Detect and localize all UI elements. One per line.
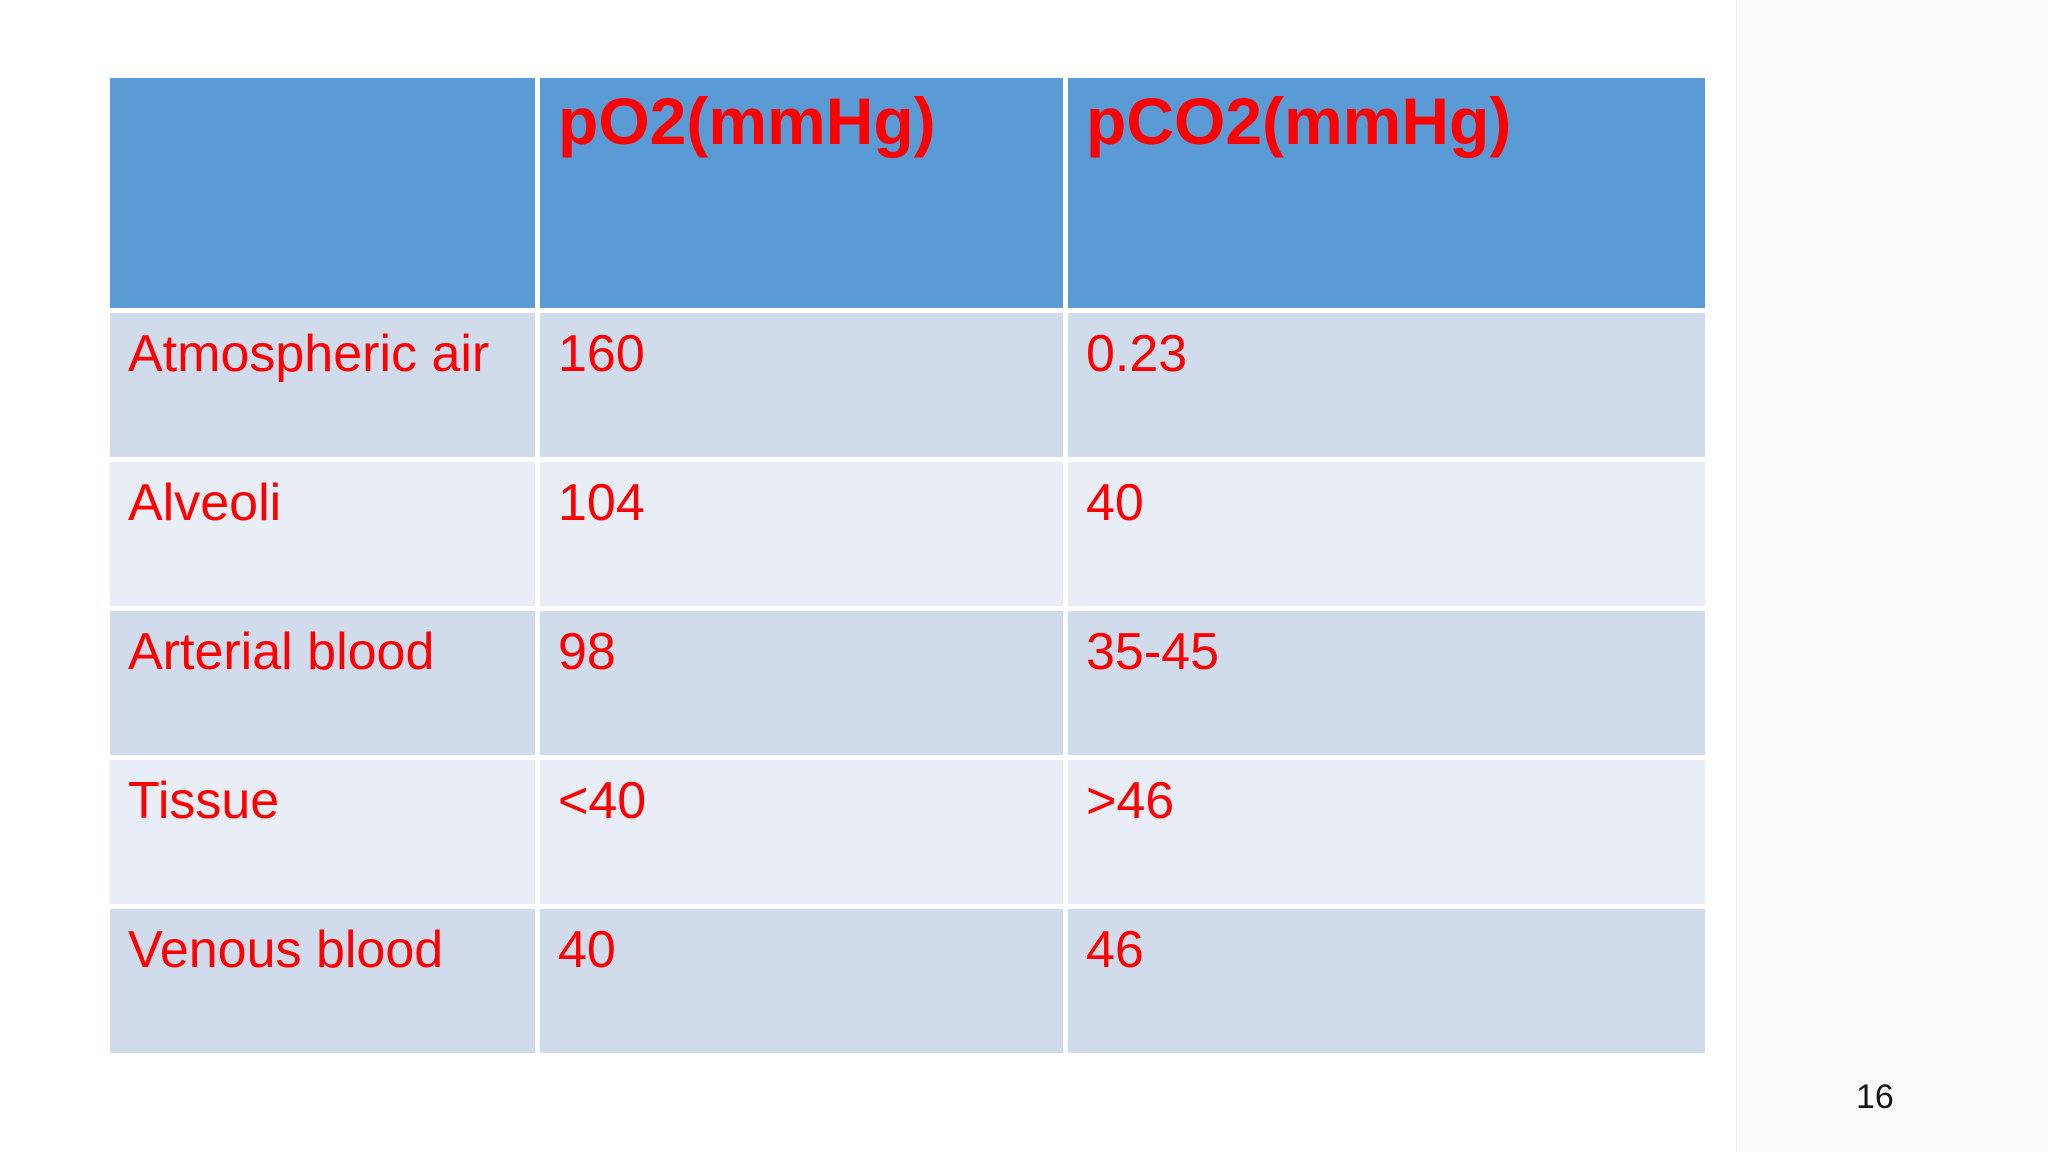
table-header-empty [110, 78, 535, 308]
cell-arterial-blood-po2: 98 [540, 611, 1063, 755]
cell-atmospheric-air-po2: 160 [540, 313, 1063, 457]
gas-partial-pressure-table: pO2(mmHg) pCO2(mmHg) Atmospheric air 160… [110, 78, 1705, 1053]
slide-number: 16 [1856, 1078, 1894, 1116]
cell-venous-blood-pco2: 46 [1068, 909, 1705, 1053]
cell-alveoli-po2: 104 [540, 462, 1063, 606]
row-label-atmospheric-air: Atmospheric air [110, 313, 535, 457]
cell-alveoli-pco2: 40 [1068, 462, 1705, 606]
row-label-tissue: Tissue [110, 760, 535, 904]
row-label-venous-blood: Venous blood [110, 909, 535, 1053]
cell-tissue-po2: <40 [540, 760, 1063, 904]
cell-venous-blood-po2: 40 [540, 909, 1063, 1053]
row-label-alveoli: Alveoli [110, 462, 535, 606]
cell-arterial-blood-pco2: 35-45 [1068, 611, 1705, 755]
table-header-po2: pO2(mmHg) [540, 78, 1063, 308]
cell-atmospheric-air-pco2: 0.23 [1068, 313, 1705, 457]
cell-tissue-pco2: >46 [1068, 760, 1705, 904]
slide-right-margin-band [1736, 0, 2048, 1152]
table-header-pco2: pCO2(mmHg) [1068, 78, 1705, 308]
row-label-arterial-blood: Arterial blood [110, 611, 535, 755]
